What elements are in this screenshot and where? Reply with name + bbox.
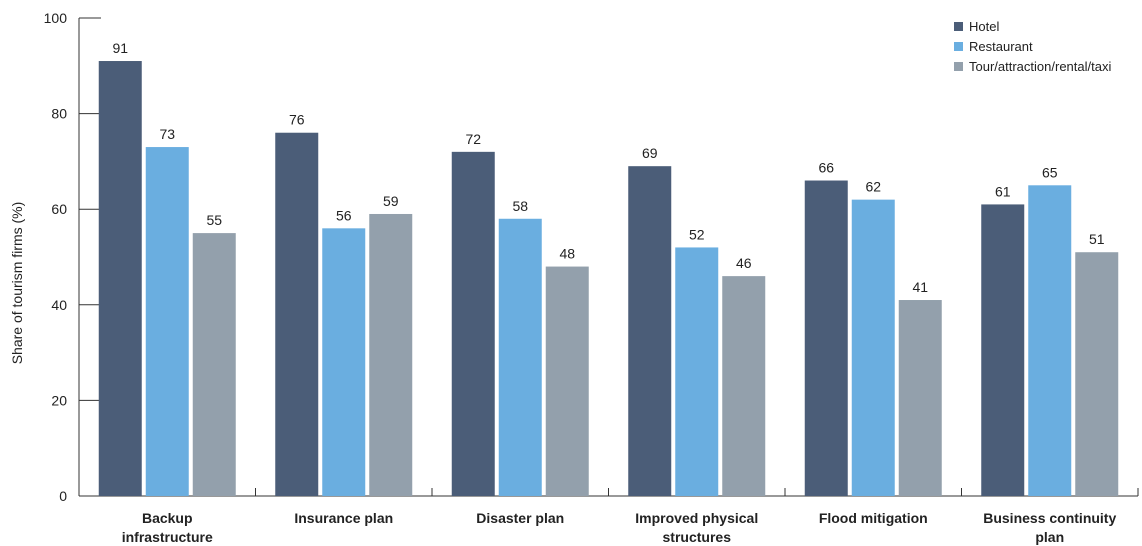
legend: Hotel Restaurant Tour/attraction/rental/ta… [954, 19, 1111, 74]
bar [981, 204, 1025, 497]
data-label: 66 [818, 160, 834, 176]
data-label: 62 [865, 179, 881, 195]
legend-swatch [954, 22, 963, 31]
x-axis: Backup infrastructure Insurance plan Disast… [79, 488, 1139, 545]
legend-label: Hotel [969, 19, 999, 34]
x-tick-label: Flood mitigation [819, 510, 928, 526]
y-tick-label: 100 [44, 10, 68, 26]
data-label: 52 [689, 226, 705, 242]
y-tick-label: 60 [51, 201, 67, 217]
data-label: 76 [289, 112, 305, 128]
y-tick-label: 20 [51, 392, 67, 408]
bars [98, 61, 1119, 497]
legend-label: Tour/attraction/rental/taxi [969, 59, 1111, 74]
data-label: 55 [206, 212, 222, 228]
data-label: 65 [1042, 164, 1058, 180]
data-label: 72 [465, 131, 481, 147]
y-axis: 0 20 40 60 80 100 [44, 10, 101, 504]
bar [722, 276, 766, 496]
y-tick-label: 0 [59, 488, 67, 504]
bar [851, 199, 895, 496]
legend-label: Restaurant [969, 39, 1033, 54]
y-axis-title: Share of tourism firms (%) [9, 202, 25, 365]
bar [1028, 185, 1072, 497]
data-label: 48 [559, 246, 575, 262]
data-labels: 91 73 55 76 56 59 72 58 48 69 52 46 66 62 41 61 65 51 [112, 40, 1104, 295]
bar [322, 228, 366, 496]
data-label: 73 [159, 126, 175, 142]
data-label: 51 [1089, 231, 1105, 247]
data-label: 61 [995, 183, 1011, 199]
bar [192, 233, 236, 496]
data-label: 91 [112, 40, 128, 56]
x-tick-label: Insurance plan [294, 510, 393, 526]
bar [275, 132, 319, 496]
x-tick-label: Disaster plan [476, 510, 564, 526]
y-tick-label: 80 [51, 106, 67, 122]
x-tick-label: Backup infrastructure [122, 510, 213, 545]
bar [98, 61, 142, 497]
data-label: 41 [912, 279, 928, 295]
data-label: 56 [336, 207, 352, 223]
bar [1075, 252, 1119, 496]
legend-swatch [954, 62, 963, 71]
data-label: 69 [642, 145, 658, 161]
bar [545, 266, 589, 496]
bar [145, 147, 189, 496]
x-tick-label: Business continuity plan [983, 510, 1116, 545]
legend-swatch [954, 42, 963, 51]
y-tick-label: 40 [51, 297, 67, 313]
bar [369, 213, 413, 497]
bar [451, 151, 495, 496]
x-tick-label: Improved physical structures [635, 510, 758, 545]
data-label: 58 [512, 198, 528, 214]
data-label: 46 [736, 255, 752, 271]
bar [628, 166, 672, 496]
bar [498, 218, 542, 496]
bar [804, 180, 848, 496]
data-label: 59 [383, 193, 399, 209]
bar [898, 300, 942, 496]
bar [675, 247, 719, 496]
